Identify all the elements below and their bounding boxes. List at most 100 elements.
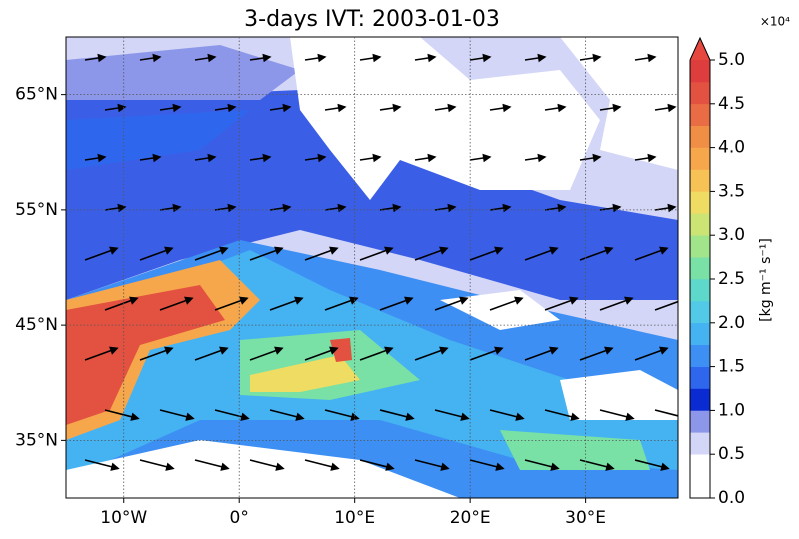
wind-arrow-head xyxy=(549,246,559,255)
wind-arrow-head xyxy=(447,103,457,113)
wind-arrow-head xyxy=(240,412,250,421)
wind-arrow-head xyxy=(612,203,622,213)
colorbar-bin xyxy=(690,213,710,236)
wind-arrow-head xyxy=(274,346,284,355)
colorbar-bin xyxy=(690,322,710,345)
wind-arrow-head xyxy=(549,346,559,355)
wind-arrow-head xyxy=(550,462,560,471)
wind-arrow-head xyxy=(262,153,272,163)
wind-arrow-head xyxy=(502,203,512,213)
wind-arrow-head xyxy=(97,53,107,63)
wind-arrow-head xyxy=(494,246,504,255)
wind-arrow-head xyxy=(109,246,119,255)
wind-arrow-head xyxy=(427,53,437,63)
wind-arrow-head xyxy=(514,296,524,305)
wind-arrow-head xyxy=(207,53,217,63)
x-tick-label: 10°W xyxy=(100,508,147,528)
wind-arrow-head xyxy=(239,296,249,305)
colorbar-extend xyxy=(689,36,711,61)
colorbar-tick-label: 0.5 xyxy=(718,444,745,464)
wind-arrow-head xyxy=(440,462,450,471)
wind-arrow-head xyxy=(537,53,547,63)
colorbar-bin xyxy=(690,410,710,433)
wind-arrow-head xyxy=(172,103,182,113)
wind-arrow-head xyxy=(152,153,162,163)
colorbar-bin xyxy=(690,60,710,83)
colorbar-tick-label: 5.0 xyxy=(718,50,745,70)
wind-arrow xyxy=(654,409,678,417)
wind-arrow-head xyxy=(495,462,505,471)
wind-arrow-head xyxy=(117,103,127,113)
wind-arrow-head xyxy=(164,246,174,255)
wind-arrow xyxy=(654,300,678,311)
wind-arrow-head xyxy=(604,346,614,355)
wind-arrow-head xyxy=(282,203,292,213)
wind-arrow-head xyxy=(317,53,327,63)
wind-arrow-head xyxy=(219,246,229,255)
y-tick-label: 35°N xyxy=(15,430,58,450)
wind-arrow-head xyxy=(557,103,567,113)
wind-arrow-head xyxy=(624,296,634,305)
wind-arrow-head xyxy=(207,153,217,163)
wind-arrow-head xyxy=(612,103,622,113)
wind-arrow-head xyxy=(329,346,339,355)
colorbar-tick-label: 1.0 xyxy=(718,400,745,420)
wind-arrow-head xyxy=(392,103,402,113)
wind-arrow-head xyxy=(404,296,414,305)
wind-arrow-head xyxy=(337,103,347,113)
colorbar-bin xyxy=(690,476,710,499)
wind-arrow-head xyxy=(647,153,657,163)
wind-arrow-head xyxy=(97,153,107,163)
wind-arrow-head xyxy=(275,462,285,471)
y-tick-label: 45°N xyxy=(15,315,58,335)
wind-arrow-head xyxy=(482,53,492,63)
wind-arrow-head xyxy=(294,296,304,305)
colorbar-bin xyxy=(690,257,710,280)
wind-arrow-head xyxy=(439,246,449,255)
colorbar-multiplier: ×10⁴ xyxy=(760,15,790,29)
wind-arrow-head xyxy=(330,462,340,471)
colorbar-tick-label: 2.5 xyxy=(718,269,745,289)
colorbar-tick-label: 1.5 xyxy=(718,357,745,377)
wind-arrow-head xyxy=(337,203,347,213)
wind-arrow-head xyxy=(502,103,512,113)
wind-arrow-head xyxy=(680,298,687,304)
wind-arrow-head xyxy=(570,412,580,421)
x-tick-label: 20°E xyxy=(450,508,491,528)
wind-arrow-head xyxy=(117,203,127,213)
x-tick-label: 10°E xyxy=(334,508,375,528)
wind-arrow-head xyxy=(295,412,305,421)
wind-arrow-head xyxy=(392,203,402,213)
wind-arrow-head xyxy=(427,153,437,163)
wind-arrow-head xyxy=(152,53,162,63)
wind-arrow-head xyxy=(625,412,635,421)
colorbar-bin xyxy=(690,191,710,214)
wind-arrow-head xyxy=(165,462,175,471)
wind-arrow-head xyxy=(262,53,272,63)
wind-arrow-head xyxy=(659,346,669,355)
wind-arrow-head xyxy=(274,246,284,255)
x-tick-label: 30°E xyxy=(565,508,606,528)
colorbar-bin xyxy=(690,454,710,477)
colorbar-tick-label: 2.0 xyxy=(718,313,745,333)
wind-arrow-head xyxy=(185,412,195,421)
wind-arrow-head xyxy=(385,462,395,471)
wind-arrow-head xyxy=(219,346,229,355)
wind-arrow-head xyxy=(592,153,602,163)
y-tick-label: 65°N xyxy=(15,85,58,105)
wind-arrow-head xyxy=(110,462,120,471)
wind-arrow-head xyxy=(460,412,470,421)
wind-arrow-head xyxy=(659,246,669,255)
wind-arrow-head xyxy=(130,412,140,421)
wind-arrow-head xyxy=(537,153,547,163)
colorbar-tick-label: 0.0 xyxy=(718,488,745,508)
wind-arrow-head xyxy=(447,203,457,213)
colorbar-bin xyxy=(690,169,710,192)
wind-arrow-head xyxy=(660,462,670,471)
wind-arrow-head xyxy=(220,462,230,471)
wind-arrow-head xyxy=(667,103,677,113)
map-frame xyxy=(65,36,679,499)
wind-arrow-head xyxy=(405,412,415,421)
wind-arrow-head xyxy=(317,153,327,163)
